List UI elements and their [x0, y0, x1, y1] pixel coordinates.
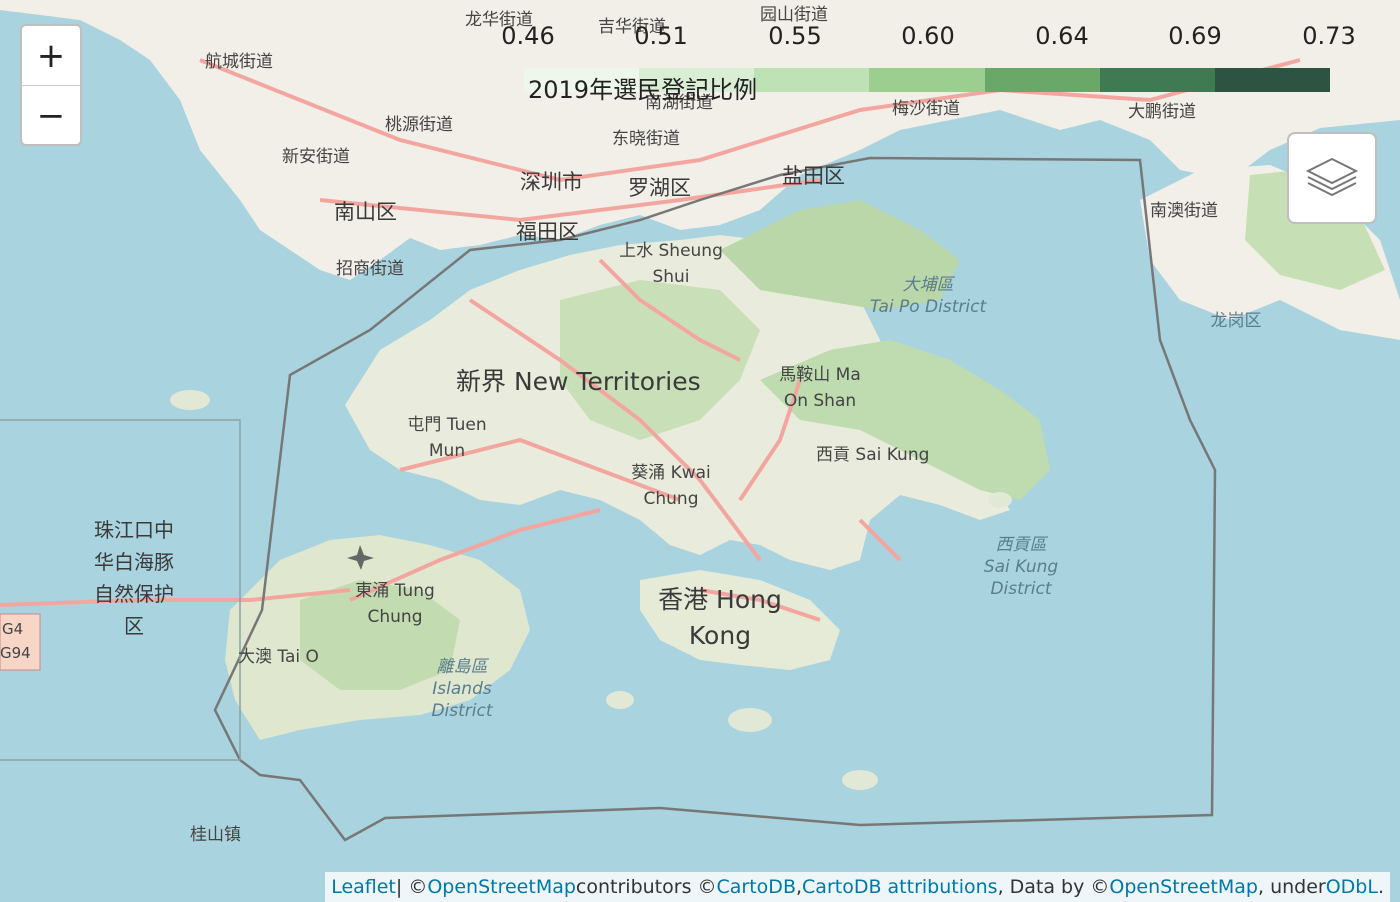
zoom-in-button[interactable]: + — [22, 26, 80, 86]
label-sai-kung: 西貢 Sai Kung — [816, 445, 930, 465]
osm-data-link[interactable]: OpenStreetMap — [1109, 876, 1258, 898]
label-tung-chung: 東涌 Tung Chung — [355, 581, 435, 627]
cartodb-link[interactable]: CartoDB — [716, 876, 796, 898]
label-jihua: 吉华街道 — [598, 17, 666, 37]
zoom-out-button[interactable]: − — [36, 95, 66, 136]
label-ma-on-shan: 馬鞍山 Ma On Shan — [779, 365, 861, 411]
label-guishan: 桂山镇 — [190, 825, 241, 845]
label-tuen-mun: 屯門 Tuen Mun — [407, 415, 487, 461]
label-nanhu: 南湖街道 — [645, 93, 713, 113]
legend-color-step — [1214, 68, 1330, 92]
legend-tick: 0.64 — [1035, 22, 1089, 50]
label-shenzhen: 深圳市 — [520, 170, 583, 194]
land-dapeng-green — [1245, 170, 1385, 290]
label-sai-kung-district: 西貢區 Sai Kung District — [983, 535, 1059, 599]
label-longgang: 龙岗区 — [1210, 311, 1262, 331]
label-tai-po-district: 大埔區 Tai Po District — [869, 275, 987, 317]
label-meisha: 梅沙街道 — [892, 99, 960, 119]
cartodb-attributions-link[interactable]: CartoDB attributions — [802, 876, 998, 898]
land-hk-island — [640, 570, 840, 670]
label-dongxiao: 东晓街道 — [612, 129, 680, 149]
label-xinan: 新安街道 — [282, 147, 350, 167]
label-dapeng: 大鹏街道 — [1128, 102, 1196, 122]
label-hangcheng: 航城街道 — [205, 52, 273, 72]
airport-icon — [347, 545, 374, 570]
roads — [0, 58, 1301, 622]
land-nt-green-3 — [720, 200, 960, 310]
maritime-line — [0, 419, 241, 761]
legend-tick: 0.69 — [1168, 22, 1222, 50]
attribution-bar: Leaflet | © OpenStreetMap contributors ©… — [325, 872, 1390, 902]
land-lantau-green — [300, 580, 460, 690]
label-nanshan: 南山区 — [334, 200, 397, 224]
label-longhua: 龙华街道 — [465, 10, 533, 30]
odbl-link[interactable]: ODbL — [1325, 876, 1378, 898]
land-nt-green-2 — [760, 340, 1050, 500]
legend-color-step — [639, 68, 755, 92]
legend-color-step — [1099, 68, 1215, 92]
legend-color-step — [524, 68, 640, 92]
legend-color-step — [984, 68, 1100, 92]
legend-tick: 0.46 — [501, 22, 555, 50]
legend-tick: 0.51 — [634, 22, 688, 50]
label-tai-o: 大澳 Tai O — [238, 647, 319, 667]
label-sheung-shui: 上水 Sheung Shui — [619, 241, 723, 287]
label-futian: 福田区 — [516, 220, 579, 244]
road-shield-g4: G4 — [2, 620, 24, 638]
osm-link[interactable]: OpenStreetMap — [427, 876, 576, 898]
zoom-control: + − — [20, 24, 82, 146]
label-islands-district: 離島區 Islands District — [431, 657, 493, 721]
label-zhaoshang: 招商街道 — [336, 259, 404, 279]
layers-icon — [1305, 157, 1359, 197]
legend-color-step — [754, 68, 870, 92]
boundary-line — [213, 156, 1217, 842]
leaflet-link[interactable]: Leaflet — [331, 876, 396, 898]
label-kwai-chung: 葵涌 Kwai Chung — [631, 463, 711, 509]
legend-color-step — [869, 68, 985, 92]
legend-tick: 0.55 — [768, 22, 822, 50]
legend-tick: 0.60 — [901, 22, 955, 50]
label-dolphin-reserve: 珠江口中 华白海豚 自然保护 区 — [94, 518, 174, 638]
label-luohu: 罗湖区 — [628, 176, 691, 200]
label-yuanshan: 园山街道 — [760, 5, 828, 25]
color-legend: 0.46 0.51 0.55 0.60 0.64 0.69 0.73 2019年… — [501, 18, 1355, 108]
legend-color-bar — [524, 68, 1330, 92]
label-taoyuan: 桃源街道 — [385, 115, 453, 135]
label-yantian: 盐田区 — [782, 164, 845, 188]
legend-caption: 2019年選民登記比例 — [528, 76, 758, 104]
label-new-territories: 新界 New Territories — [456, 367, 701, 396]
road-shield-g94: G94 — [0, 644, 31, 662]
legend-tick: 0.73 — [1302, 22, 1356, 50]
layers-control-button[interactable] — [1287, 132, 1377, 224]
label-hong-kong: 香港 Hong Kong — [658, 585, 782, 650]
label-nanao: 南澳街道 — [1150, 201, 1218, 221]
